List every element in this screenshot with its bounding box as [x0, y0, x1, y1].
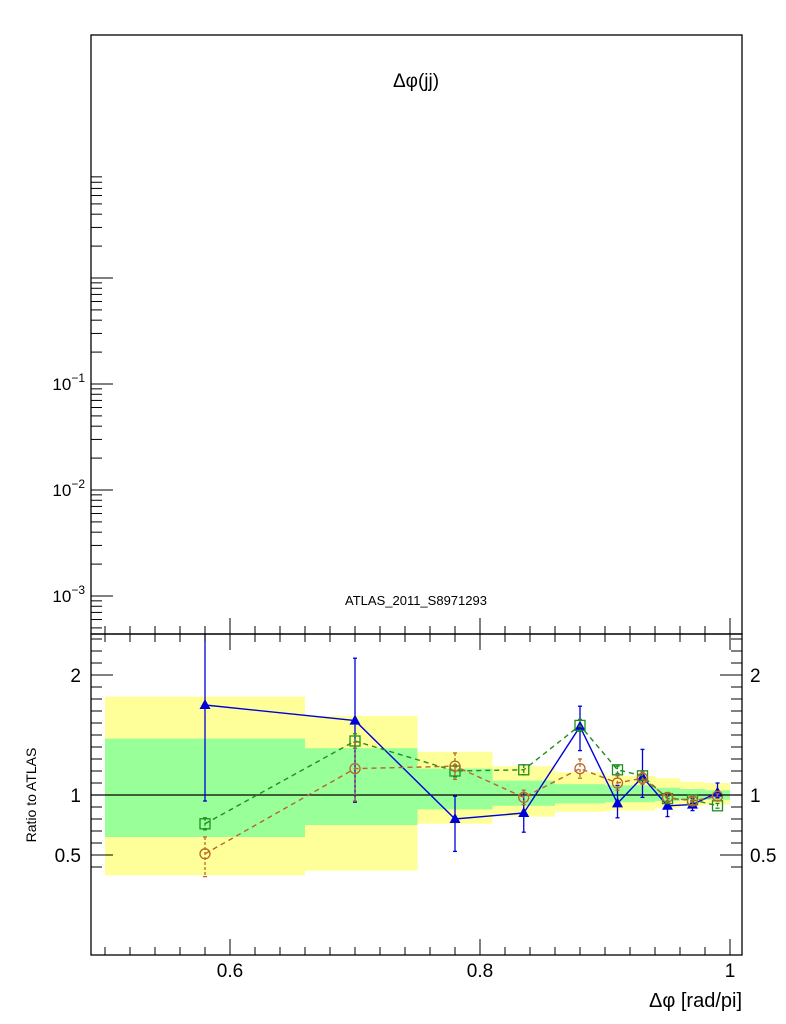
data-point — [349, 714, 361, 725]
main-y-tick-label: 10−3 — [52, 583, 85, 606]
data-point — [662, 799, 673, 810]
ratio-y-tick-label: 0.5 — [55, 846, 81, 867]
band-inner-bin — [555, 784, 605, 804]
data-point — [637, 771, 648, 781]
data-point — [612, 797, 623, 808]
data-point — [686, 795, 699, 807]
x-axis-label: Δφ [rad/pi] — [649, 990, 742, 1012]
data-point — [711, 790, 724, 802]
main-y-tick-labels: 10−1 10−2 10−3 — [52, 371, 85, 606]
ratio-y-tick-label-right: 1 — [750, 786, 761, 807]
series-2 — [199, 741, 724, 878]
ratio-x-tick-label: 0.8 — [467, 961, 493, 982]
data-point — [636, 772, 649, 784]
main-y-ticks — [91, 176, 731, 634]
series-line — [204, 724, 718, 825]
analysis-label: ATLAS_2011_S8971293 — [345, 593, 487, 608]
ratio-y-tick-label-right: 0.5 — [750, 846, 776, 867]
band-inner-bin — [305, 748, 418, 825]
data-point — [611, 764, 624, 776]
ratio-series — [199, 634, 724, 878]
data-point — [518, 807, 530, 817]
ratio-y-tick-labels-right: 0.5 1 2 — [750, 666, 776, 867]
main-y-tick-label: 10−2 — [52, 477, 85, 500]
data-point — [574, 762, 586, 775]
main-panel-frame — [90, 34, 743, 635]
ratio-y-tick-label-right: 2 — [750, 666, 761, 687]
data-point — [574, 719, 586, 732]
ratio-y-tick-labels-left: 0.5 1 2 — [55, 666, 81, 867]
series-line — [204, 704, 718, 820]
ratio-y-axis-label: Ratio to ATLAS — [23, 748, 39, 843]
data-point — [611, 777, 624, 789]
ratio-panel: 0.5 1 2 0.5 1 2 0.6 0.8 1 Ratio to ATLAS Δφ [r… — [23, 633, 776, 1012]
ratio-ticks — [91, 634, 742, 955]
ratio-y-tick-label: 1 — [70, 786, 81, 807]
data-point — [518, 764, 530, 776]
data-point — [199, 699, 211, 709]
ratio-x-tick-labels: 0.6 0.8 1 — [217, 961, 736, 982]
data-point — [349, 735, 361, 747]
data-point — [518, 791, 530, 804]
data-point — [199, 848, 211, 860]
main-y-tick-label: 10−1 — [52, 371, 85, 394]
data-point — [449, 813, 461, 823]
ratio-y-tick-label: 2 — [70, 666, 81, 687]
ratio-x-tick-label: 0.6 — [217, 961, 243, 982]
data-point — [449, 760, 461, 772]
data-point — [199, 818, 211, 830]
main-panel-title: Δφ(jj) — [393, 71, 439, 92]
ratio-x-tick-label: 1 — [725, 961, 736, 982]
data-point — [661, 791, 674, 804]
data-point — [349, 762, 361, 775]
main-panel: Δφ(jj) ATLAS_2011_S8971293 10−1 10−2 10−3 — [52, 34, 743, 635]
uncertainty-band-inner — [105, 738, 730, 837]
